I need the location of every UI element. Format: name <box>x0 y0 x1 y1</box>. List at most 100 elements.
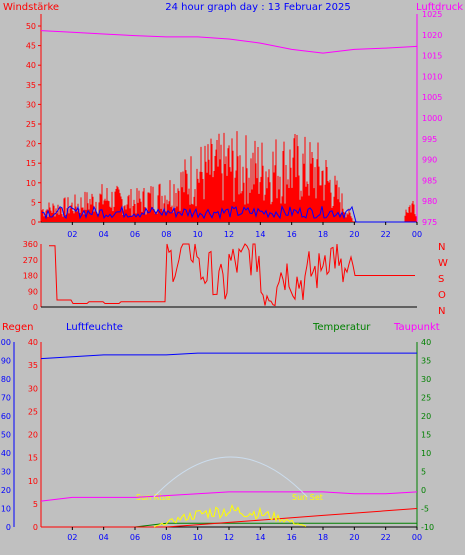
humidity-tick-label: 60 <box>1 412 11 421</box>
wind-tick-label: 45 <box>26 42 36 51</box>
wind-tick-label: 35 <box>26 81 36 90</box>
wind-bars <box>41 131 417 222</box>
wind-avg-line <box>41 204 416 223</box>
pressure-tick-label: 1010 <box>422 72 442 81</box>
x-tick-label: 16 <box>287 230 297 239</box>
pressure-tick-label: 990 <box>422 156 437 165</box>
x-tick-label: 22 <box>381 533 391 542</box>
dir-tick-label: 360 <box>23 240 38 249</box>
rain-tick-label: 30 <box>28 384 38 393</box>
wind-tick-label: 5 <box>31 198 36 207</box>
temp-tick-label: 25 <box>421 394 431 403</box>
dir-tick-label: 90 <box>28 287 38 296</box>
compass-s: S <box>438 274 444 285</box>
x-tick-label: 00 <box>412 230 422 239</box>
pressure-tick-label: 1000 <box>422 114 442 123</box>
chart-title: 24 hour graph day : 13 Februar 2025 <box>165 2 350 13</box>
x-tick-label: 02 <box>67 533 77 542</box>
rain-line <box>41 508 418 528</box>
humidity-tick-label: 30 <box>1 468 11 477</box>
humidity-tick-label: 50 <box>1 431 11 440</box>
wind-tick-label: 40 <box>26 61 36 70</box>
humidity-tick-label: 0 <box>6 523 11 532</box>
dewpoint-line <box>40 491 418 502</box>
temperature-label: Temperatur <box>312 322 371 333</box>
x-tick-label: 14 <box>255 533 265 542</box>
rain-tick-label: 15 <box>28 454 38 463</box>
humidity-line <box>40 352 417 360</box>
temp-tick-label: 20 <box>421 412 431 421</box>
humidity-tick-label: 20 <box>1 486 11 495</box>
wind-tick-label: 10 <box>26 179 36 188</box>
x-tick-label: 04 <box>99 533 109 542</box>
rain-tick-label: 5 <box>33 500 38 509</box>
rain-tick-label: 20 <box>28 431 38 440</box>
rain-tick-label: 35 <box>28 361 38 370</box>
pressure-line <box>40 30 418 54</box>
temp-tick-label: 0 <box>421 486 426 495</box>
x-tick-label: 10 <box>193 230 203 239</box>
direction-line <box>49 243 415 307</box>
pressure-tick-label: 1015 <box>422 52 442 61</box>
compass-n-bottom: N <box>438 306 445 317</box>
x-tick-label: 08 <box>161 533 171 542</box>
humidity-tick-label: 90 <box>1 357 11 366</box>
dewpoint-label: Taupunkt <box>393 322 440 333</box>
x-tick-label: 06 <box>130 230 140 239</box>
x-tick-label: 08 <box>161 230 171 239</box>
pressure-tick-label: 1020 <box>422 31 442 40</box>
temp-tick-label: 30 <box>421 375 431 384</box>
temp-tick-label: 15 <box>421 431 431 440</box>
wind-title: Windstärke <box>3 2 59 13</box>
wind-tick-label: 15 <box>26 159 36 168</box>
sun-rise-label: Sun Rise <box>136 493 171 502</box>
dir-tick-label: 270 <box>23 256 38 265</box>
dir-tick-label: 0 <box>33 303 38 312</box>
rain-tick-label: 25 <box>28 407 38 416</box>
humidity-tick-label: 70 <box>1 394 11 403</box>
humidity-tick-label: 100 <box>0 338 11 347</box>
solar-line <box>153 503 307 528</box>
compass-o: O <box>438 290 446 301</box>
sun-arc <box>153 456 308 498</box>
humidity-label: Luftfeuchte <box>66 322 123 333</box>
rain-tick-label: 0 <box>33 523 38 532</box>
pressure-tick-label: 980 <box>422 197 437 206</box>
wind-tick-label: 25 <box>26 120 36 129</box>
x-tick-label: 14 <box>255 230 265 239</box>
x-tick-label: 12 <box>224 230 234 239</box>
x-tick-label: 10 <box>193 533 203 542</box>
x-tick-label: 04 <box>99 230 109 239</box>
compass-w: W <box>438 258 448 269</box>
temp-tick-label: -10 <box>421 523 434 532</box>
x-tick-label: 00 <box>412 533 422 542</box>
x-tick-label: 22 <box>381 230 391 239</box>
x-tick-label: 12 <box>224 533 234 542</box>
pressure-tick-label: 1025 <box>422 10 442 19</box>
humidity-tick-label: 10 <box>1 505 11 514</box>
humidity-tick-label: 40 <box>1 449 11 458</box>
pressure-tick-label: 985 <box>422 176 437 185</box>
temperature-line <box>41 522 417 528</box>
x-tick-label: 16 <box>287 533 297 542</box>
x-tick-label: 06 <box>130 533 140 542</box>
sun-set-label: Sun Set <box>292 493 323 502</box>
compass-n-top: N <box>438 242 445 253</box>
x-tick-label: 02 <box>67 230 77 239</box>
x-tick-label: 18 <box>318 533 328 542</box>
rain-tick-label: 10 <box>28 477 38 486</box>
temp-tick-label: 35 <box>421 357 431 366</box>
x-tick-label: 18 <box>318 230 328 239</box>
pressure-tick-label: 975 <box>422 218 437 227</box>
temp-tick-label: -5 <box>421 505 429 514</box>
wind-tick-label: 0 <box>31 218 36 227</box>
wind-tick-label: 50 <box>26 22 36 31</box>
rain-tick-label: 40 <box>28 338 38 347</box>
x-tick-label: 20 <box>349 230 359 239</box>
rain-label: Regen <box>2 322 34 333</box>
pressure-tick-label: 1005 <box>422 93 442 102</box>
wind-tick-label: 30 <box>26 100 36 109</box>
temp-tick-label: 40 <box>421 338 431 347</box>
pressure-title: Luftdruck <box>416 2 463 13</box>
